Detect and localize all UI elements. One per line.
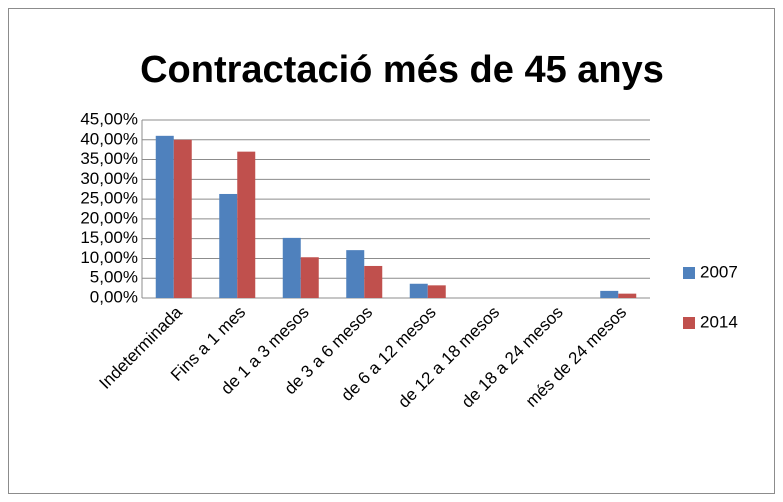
y-tick-label: 30,00% — [80, 169, 138, 188]
y-tick-label: 40,00% — [80, 129, 138, 148]
y-tick-label: 5,00% — [90, 268, 138, 287]
y-tick-label: 25,00% — [80, 189, 138, 208]
bar — [173, 139, 192, 298]
bar — [237, 151, 256, 298]
bar — [427, 285, 446, 298]
bar — [219, 193, 238, 298]
y-tick-label: 35,00% — [80, 149, 138, 168]
y-tick-label: 20,00% — [80, 208, 138, 227]
y-tick-label: 0,00% — [90, 287, 138, 306]
chart-title: Contractació més de 45 anys — [140, 49, 664, 91]
y-tick-label: 15,00% — [80, 228, 138, 247]
bar — [282, 237, 301, 298]
bar — [618, 293, 637, 298]
bar — [300, 257, 319, 298]
bar — [600, 290, 619, 298]
bar — [364, 265, 383, 298]
legend-label: 2014 — [700, 312, 738, 331]
legend-swatch — [683, 317, 695, 329]
legend-swatch — [683, 267, 695, 279]
bar — [409, 283, 428, 298]
bar — [155, 135, 174, 298]
y-tick-label: 10,00% — [80, 248, 138, 267]
legend-label: 2007 — [700, 262, 738, 281]
y-tick-label: 45,00% — [80, 109, 138, 128]
bar — [346, 250, 365, 298]
chart-border — [8, 8, 775, 494]
